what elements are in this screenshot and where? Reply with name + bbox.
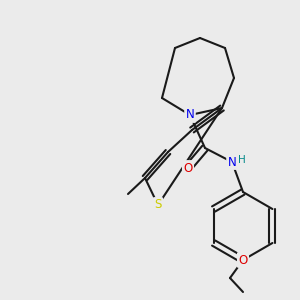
Text: H: H: [238, 155, 246, 165]
Text: O: O: [183, 161, 193, 175]
Text: O: O: [238, 254, 247, 266]
Text: N: N: [228, 155, 236, 169]
Text: N: N: [186, 109, 194, 122]
Text: S: S: [154, 199, 162, 212]
